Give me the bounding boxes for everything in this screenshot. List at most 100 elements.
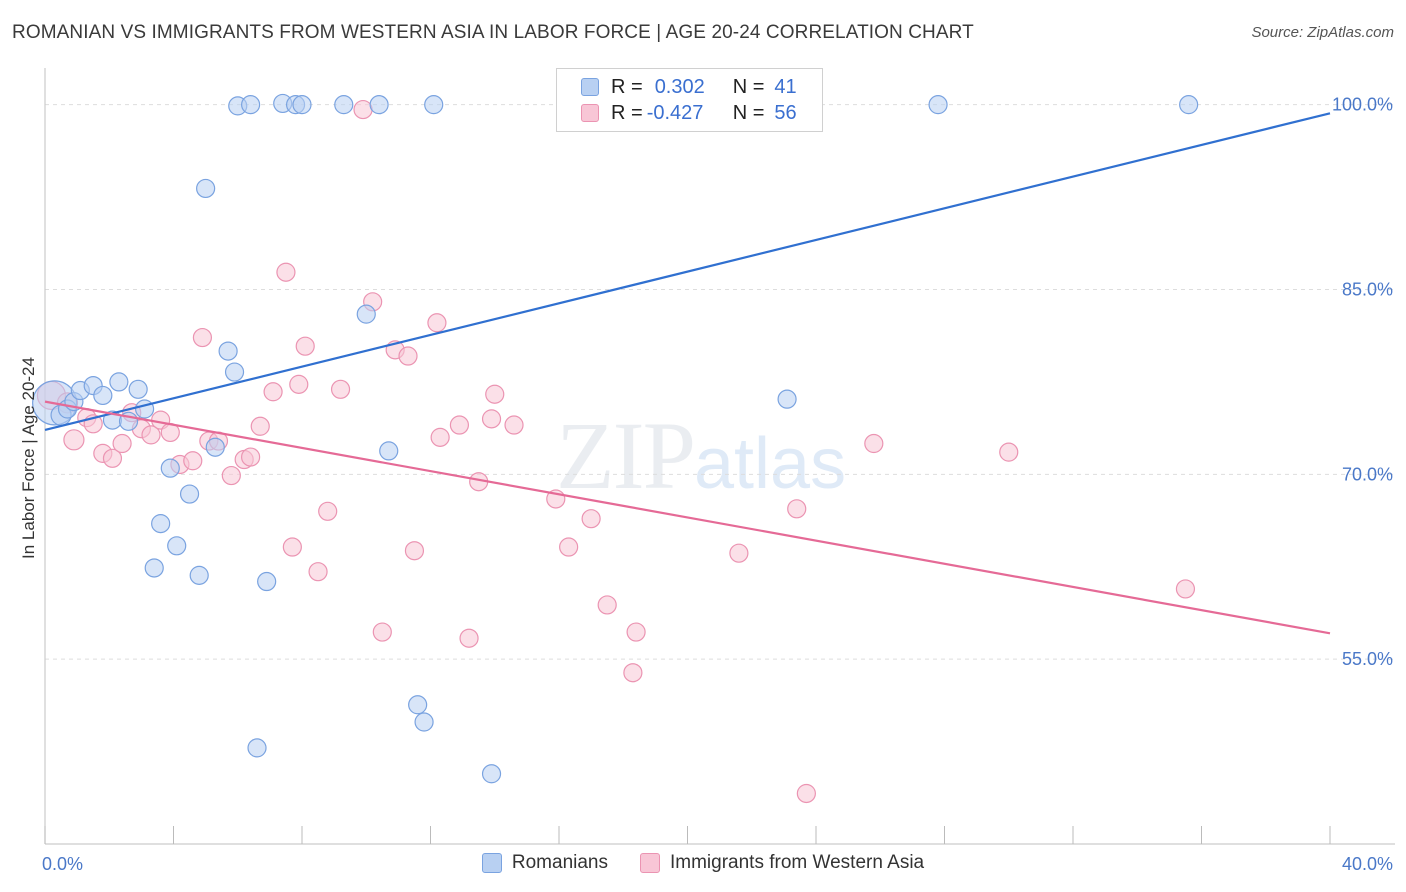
data-point-immigrants <box>504 415 524 435</box>
data-point-romanians <box>292 95 312 115</box>
data-point-romanians <box>160 458 180 478</box>
watermark-zip: ZIP <box>556 402 696 509</box>
data-point-romanians <box>928 95 948 115</box>
data-point-romanians <box>1179 95 1199 115</box>
data-point-immigrants <box>787 499 807 519</box>
legend-r-value: -0.427 <box>646 101 704 124</box>
data-point-immigrants <box>485 384 505 404</box>
trend-line-immigrants <box>44 400 1331 635</box>
watermark: ZIPatlas <box>556 400 846 511</box>
legend-row-romanians: R = 0.302 N = 41 <box>581 75 797 99</box>
y-tick-label: 100.0% <box>1332 95 1393 115</box>
y-tick-label: 85.0% <box>1342 279 1393 299</box>
x-tick-label: 0.0% <box>42 854 83 874</box>
legend-swatch-pink <box>640 853 660 873</box>
data-point-romanians <box>144 558 164 578</box>
data-point-romanians <box>408 695 428 715</box>
data-point-immigrants <box>308 562 328 582</box>
data-point-immigrants <box>250 416 270 436</box>
data-point-romanians <box>414 712 434 732</box>
data-point-romanians <box>379 441 399 461</box>
data-point-immigrants <box>192 327 213 348</box>
data-point-romanians <box>424 95 444 115</box>
data-point-immigrants <box>796 783 816 804</box>
data-point-immigrants <box>427 313 447 333</box>
data-point-immigrants <box>999 442 1019 462</box>
legend-item-immigrants: Immigrants from Western Asia <box>640 852 924 874</box>
data-point-romanians <box>356 304 376 324</box>
data-point-immigrants <box>282 537 302 557</box>
data-point-immigrants <box>263 382 283 402</box>
data-point-immigrants <box>581 509 601 529</box>
trend-lines <box>44 112 1331 635</box>
data-point-immigrants <box>183 451 203 471</box>
series-legend: Romanians Immigrants from Western Asia <box>0 852 1406 874</box>
legend-row-immigrants: R = -0.427 N = 56 <box>581 101 797 125</box>
data-point-romanians <box>777 389 797 409</box>
data-point-romanians <box>93 385 113 406</box>
data-point-immigrants <box>623 663 643 683</box>
data-point-romanians <box>257 571 277 592</box>
legend-swatch-blue <box>581 78 599 96</box>
data-point-immigrants <box>330 379 351 399</box>
y-tick-label: 55.0% <box>1342 649 1393 669</box>
data-point-immigrants <box>289 374 309 394</box>
data-point-immigrants <box>481 409 502 429</box>
legend-label-romanians: Romanians <box>511 852 608 873</box>
data-point-immigrants <box>141 425 161 445</box>
data-point-immigrants <box>276 262 296 282</box>
data-point-immigrants <box>449 415 470 435</box>
legend-label-immigrants: Immigrants from Western Asia <box>670 852 925 873</box>
legend-n-value: 41 <box>774 75 797 98</box>
axis-labels: 55.0% 70.0% 85.0% 100.0% 0.0% 40.0% In Labor F… <box>19 95 1393 874</box>
data-point-immigrants <box>1175 579 1196 599</box>
data-point-romanians <box>218 341 238 361</box>
trend-line-romanians <box>44 112 1331 432</box>
data-point-immigrants <box>459 628 479 648</box>
legend-item-romanians: Romanians <box>481 852 608 874</box>
data-point-romanians <box>109 372 129 392</box>
data-point-romanians <box>481 764 502 784</box>
data-point-romanians <box>189 565 209 585</box>
y-axis-label: In Labor Force | Age 20-24 <box>19 357 38 559</box>
grid-lines <box>45 104 1395 660</box>
data-point-immigrants <box>221 465 241 486</box>
data-point-romanians <box>196 178 216 199</box>
data-point-immigrants <box>864 433 884 454</box>
data-point-immigrants <box>597 595 617 615</box>
data-point-immigrants <box>63 429 85 451</box>
data-point-immigrants <box>430 427 450 447</box>
data-point-romanians <box>179 484 200 504</box>
data-point-immigrants <box>398 346 418 366</box>
data-point-romanians <box>224 362 245 382</box>
data-point-immigrants <box>112 433 132 454</box>
data-point-immigrants <box>729 543 749 563</box>
legend-swatch-pink <box>581 104 599 122</box>
data-point-romanians <box>241 95 261 115</box>
data-point-immigrants <box>353 99 373 120</box>
data-point-romanians <box>167 536 187 556</box>
data-point-romanians <box>334 95 354 115</box>
data-point-immigrants <box>102 448 123 468</box>
correlation-legend: R = 0.302 N = 41 R = -0.427 N = 56 <box>556 68 823 132</box>
data-point-immigrants <box>626 622 646 642</box>
legend-r-value: 0.302 <box>654 75 705 98</box>
legend-n-value: 56 <box>774 101 797 124</box>
data-point-immigrants <box>372 622 392 642</box>
watermark-atlas: atlas <box>694 424 847 504</box>
data-point-romanians <box>151 514 171 534</box>
x-tick-label: 40.0% <box>1342 854 1393 874</box>
data-point-romanians <box>369 95 389 115</box>
legend-n-label: N = <box>732 75 765 98</box>
data-point-immigrants <box>559 537 579 557</box>
data-point-immigrants <box>318 501 338 521</box>
y-tick-label: 70.0% <box>1342 464 1393 484</box>
axes <box>44 68 1395 845</box>
data-point-romanians <box>128 379 148 399</box>
legend-n-label: N = <box>732 101 765 124</box>
data-point-immigrants <box>241 447 261 467</box>
legend-r-label: R = <box>611 75 643 98</box>
data-point-immigrants <box>295 336 315 356</box>
data-point-immigrants <box>404 541 425 561</box>
